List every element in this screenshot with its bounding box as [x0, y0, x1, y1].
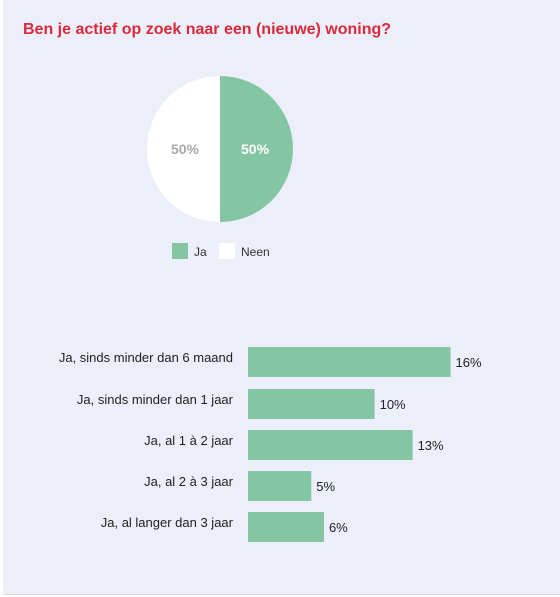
bar	[248, 471, 312, 501]
bar-category-label: Ja, al 1 à 2 jaar	[144, 433, 234, 448]
legend-label-neen: Neen	[241, 245, 270, 259]
bar	[248, 347, 451, 377]
bar-category-label: Ja, sinds minder dan 6 maand	[59, 350, 233, 365]
legend-label-ja: Ja	[194, 245, 207, 259]
pie-slice-neen	[147, 76, 220, 222]
legend-swatch-neen	[219, 243, 235, 259]
bar	[248, 512, 324, 542]
bar-value-label: 13%	[418, 438, 444, 453]
pie-slice-label-ja: 50%	[241, 141, 270, 157]
pie-slice-label-neen: 50%	[171, 141, 200, 157]
pie-slice-ja	[220, 76, 293, 222]
bar-category-label: Ja, al 2 à 3 jaar	[144, 474, 234, 489]
chart-title: Ben je actief op zoek naar een (nieuwe) …	[23, 21, 392, 38]
bar-category-label: Ja, sinds minder dan 1 jaar	[77, 392, 234, 407]
legend-swatch-ja	[172, 243, 188, 259]
bar	[248, 389, 375, 419]
bar-category-label: Ja, al langer dan 3 jaar	[101, 515, 234, 530]
bar	[248, 430, 413, 460]
bar-value-label: 10%	[380, 397, 406, 412]
bar-value-label: 5%	[316, 479, 335, 494]
bar-value-label: 6%	[329, 520, 348, 535]
bar-value-label: 16%	[456, 355, 482, 370]
